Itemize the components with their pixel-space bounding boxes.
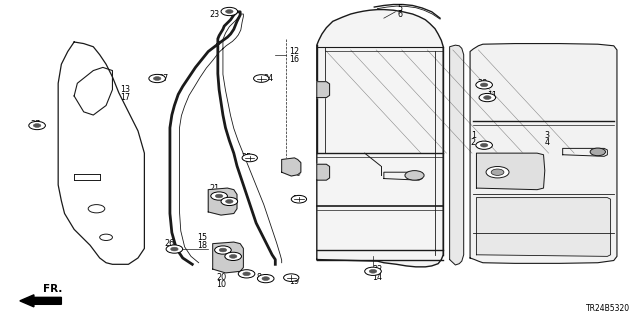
- Text: 27: 27: [31, 120, 41, 129]
- Circle shape: [486, 167, 509, 178]
- Text: 14: 14: [372, 272, 383, 281]
- Circle shape: [225, 10, 233, 13]
- Text: FR.: FR.: [44, 284, 63, 293]
- Text: 25: 25: [241, 153, 252, 162]
- FancyArrow shape: [20, 295, 61, 307]
- Circle shape: [219, 248, 227, 252]
- Text: 10: 10: [216, 280, 226, 289]
- Circle shape: [221, 197, 237, 205]
- Circle shape: [229, 255, 237, 258]
- Text: 23: 23: [209, 11, 220, 19]
- Circle shape: [284, 274, 299, 281]
- Circle shape: [29, 122, 45, 130]
- Polygon shape: [470, 44, 617, 263]
- Text: 12: 12: [289, 47, 300, 56]
- Circle shape: [491, 169, 504, 175]
- Polygon shape: [317, 82, 330, 98]
- Text: 1: 1: [471, 131, 476, 140]
- Polygon shape: [476, 197, 611, 256]
- Text: 22: 22: [372, 264, 383, 274]
- Circle shape: [365, 267, 381, 275]
- Circle shape: [211, 192, 227, 200]
- Text: TR24B5320: TR24B5320: [586, 304, 630, 313]
- Circle shape: [149, 74, 166, 83]
- Circle shape: [481, 143, 488, 147]
- Circle shape: [481, 83, 488, 87]
- Circle shape: [262, 277, 269, 280]
- Text: 27: 27: [159, 74, 169, 83]
- Circle shape: [171, 247, 178, 251]
- Circle shape: [225, 200, 233, 203]
- Text: 3: 3: [544, 131, 549, 140]
- Polygon shape: [476, 153, 545, 190]
- Circle shape: [100, 234, 113, 241]
- Circle shape: [484, 96, 491, 100]
- Text: 21: 21: [209, 184, 220, 193]
- Circle shape: [154, 77, 161, 80]
- Text: 15: 15: [196, 233, 207, 242]
- Circle shape: [257, 274, 274, 283]
- Text: 13: 13: [120, 85, 130, 94]
- Circle shape: [590, 148, 605, 156]
- Circle shape: [33, 124, 41, 127]
- Polygon shape: [282, 158, 301, 176]
- Text: 2: 2: [470, 137, 476, 146]
- Text: 19: 19: [292, 195, 303, 204]
- Circle shape: [216, 194, 223, 198]
- Circle shape: [225, 252, 241, 261]
- Circle shape: [221, 7, 237, 16]
- Polygon shape: [212, 242, 243, 273]
- Circle shape: [243, 272, 250, 276]
- Text: 17: 17: [120, 93, 131, 102]
- Polygon shape: [208, 188, 237, 215]
- Circle shape: [88, 204, 105, 213]
- Text: 7: 7: [295, 161, 300, 170]
- Circle shape: [405, 171, 424, 180]
- Circle shape: [479, 93, 495, 102]
- Text: 11: 11: [478, 141, 488, 150]
- Text: 18: 18: [197, 241, 207, 250]
- Circle shape: [253, 75, 269, 82]
- Circle shape: [242, 154, 257, 162]
- Text: 6: 6: [397, 11, 403, 19]
- Text: 26: 26: [165, 239, 175, 248]
- Circle shape: [291, 196, 307, 203]
- Text: 4: 4: [544, 137, 549, 146]
- Text: 20: 20: [209, 191, 220, 201]
- Circle shape: [476, 81, 492, 89]
- Text: 5: 5: [397, 4, 403, 13]
- Text: 28: 28: [478, 79, 488, 88]
- Circle shape: [476, 141, 492, 149]
- Circle shape: [369, 270, 377, 273]
- Text: 11: 11: [488, 92, 497, 100]
- Polygon shape: [450, 45, 464, 265]
- Text: 24: 24: [264, 74, 274, 83]
- Polygon shape: [317, 164, 330, 180]
- Text: 8: 8: [257, 272, 262, 281]
- Text: 9: 9: [295, 169, 300, 178]
- Circle shape: [166, 245, 182, 253]
- Text: 16: 16: [289, 55, 300, 64]
- Polygon shape: [317, 10, 444, 267]
- Circle shape: [238, 270, 255, 278]
- Circle shape: [214, 246, 231, 254]
- Text: 20: 20: [216, 272, 226, 281]
- Text: 19: 19: [289, 277, 300, 286]
